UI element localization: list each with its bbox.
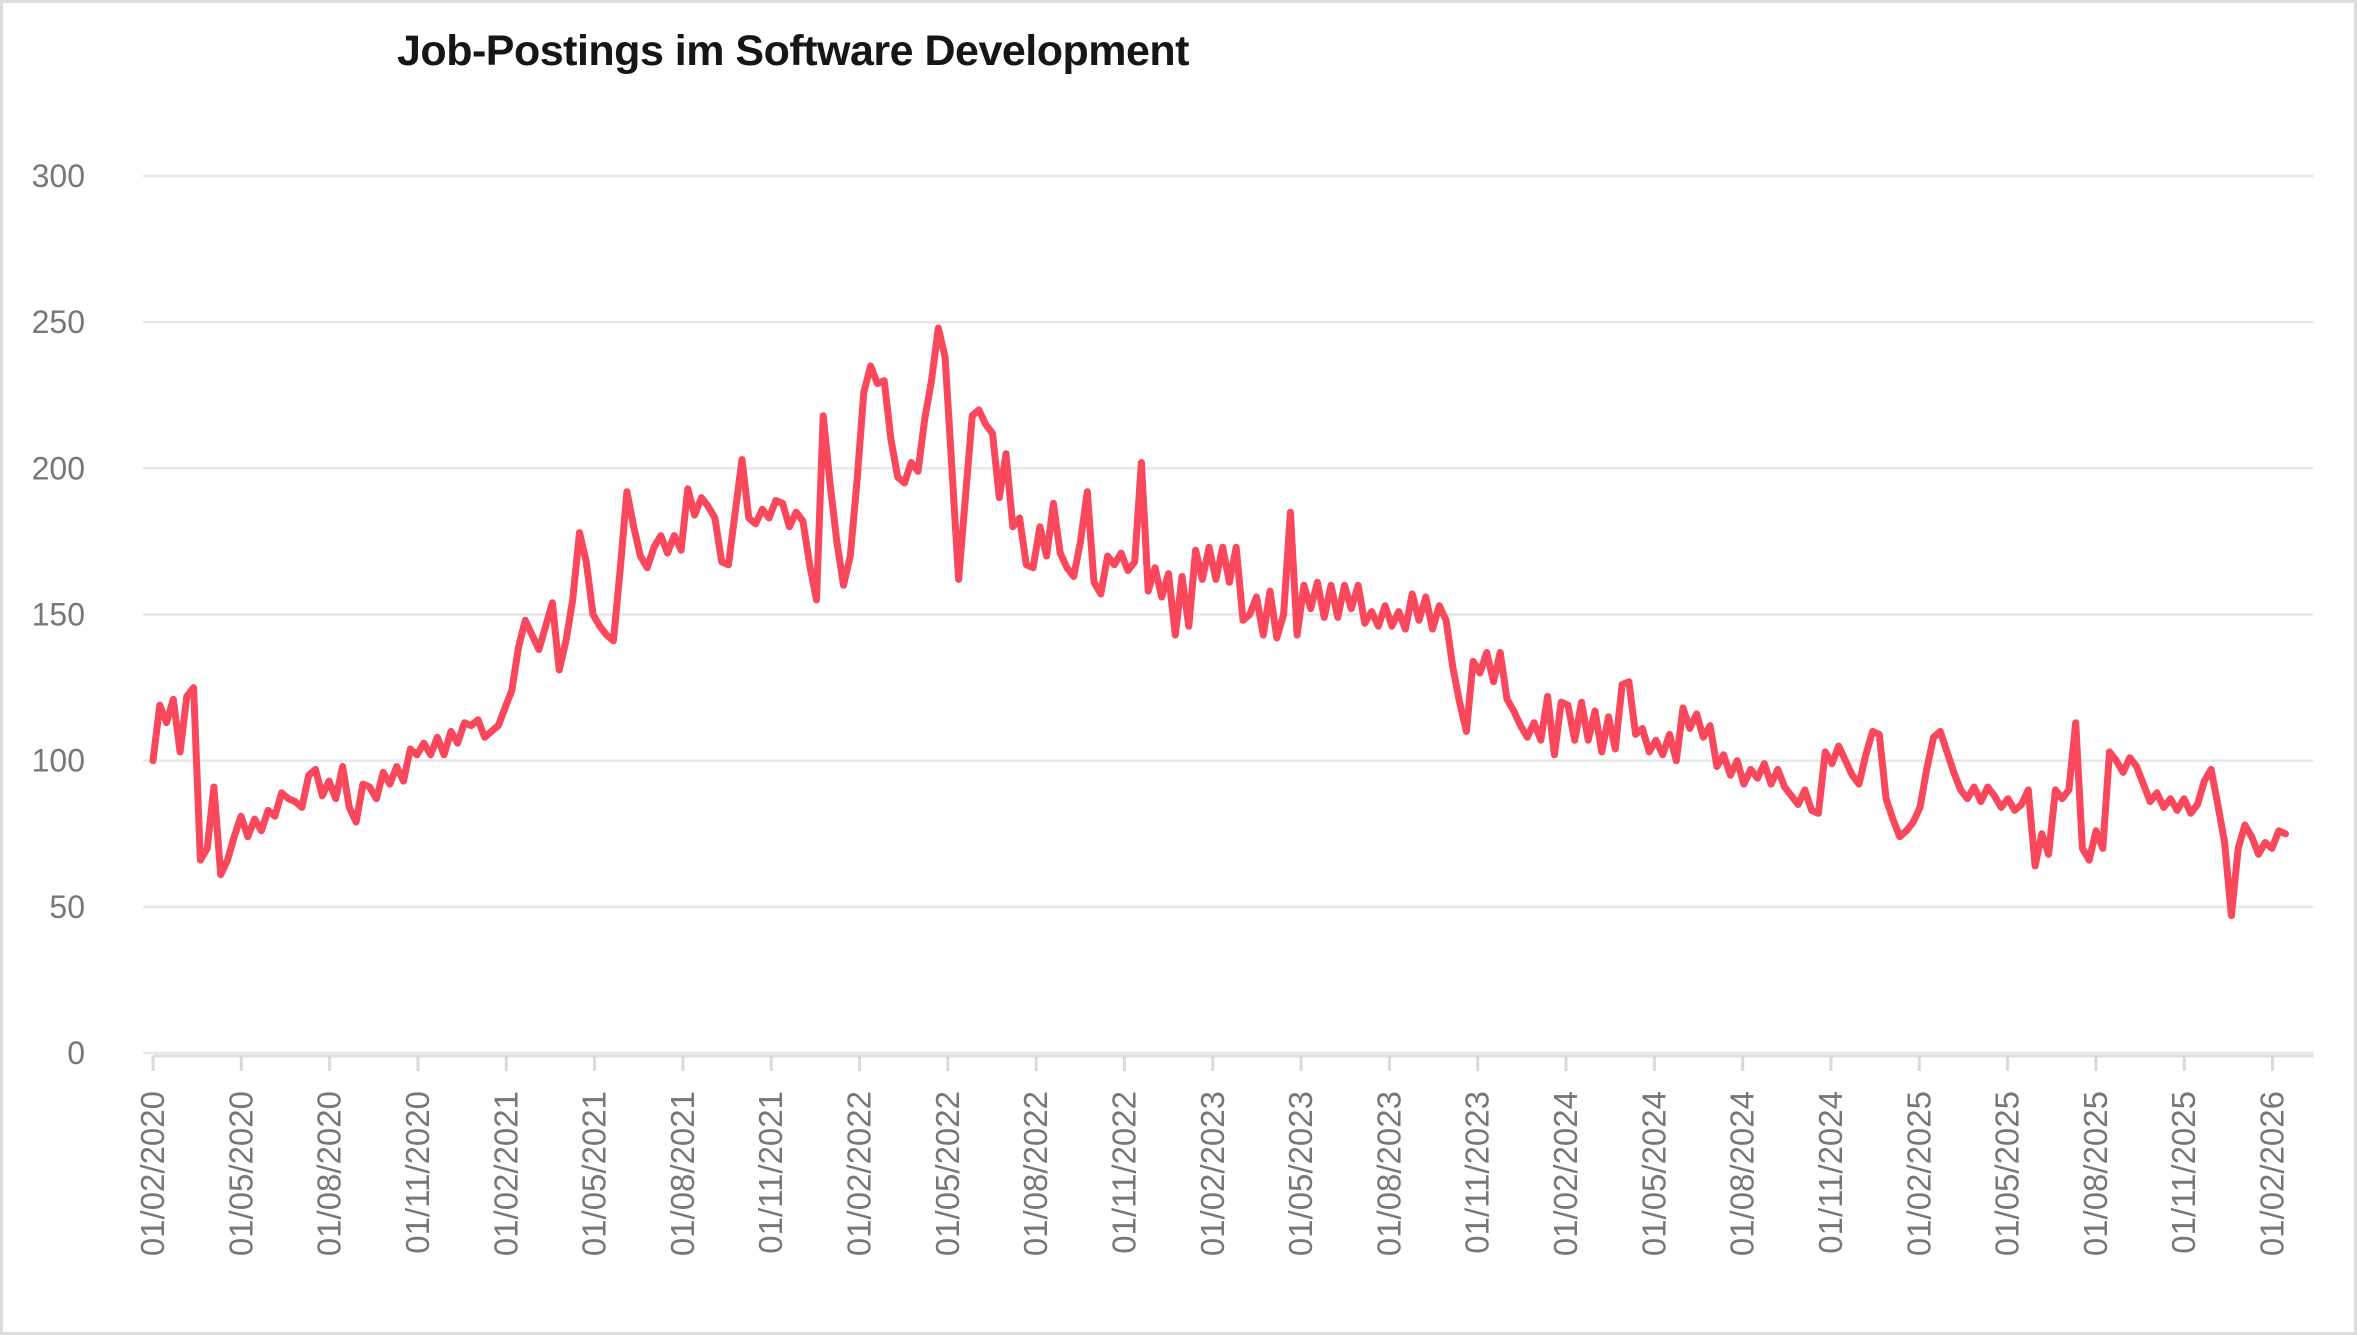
x-tick-label: 01/02/2022 bbox=[841, 1091, 878, 1256]
y-tick-label: 150 bbox=[32, 597, 85, 633]
y-tick-label: 0 bbox=[67, 1035, 85, 1071]
y-tick-label: 300 bbox=[32, 158, 85, 194]
y-tick-label: 250 bbox=[32, 304, 85, 340]
x-tick-label: 01/11/2025 bbox=[2165, 1091, 2202, 1254]
y-axis-labels: 0 50 100 150 200 250 300 bbox=[32, 158, 85, 1071]
y-tick-label: 100 bbox=[32, 743, 85, 779]
x-tick-label: 01/02/2020 bbox=[134, 1091, 171, 1256]
x-tick-label: 01/08/2025 bbox=[2077, 1091, 2114, 1256]
x-tick-label: 01/08/2023 bbox=[1370, 1091, 1407, 1256]
x-tick-label: 01/02/2024 bbox=[1547, 1091, 1584, 1256]
x-tick-label: 01/11/2023 bbox=[1459, 1091, 1496, 1254]
job-postings-line bbox=[149, 324, 2289, 920]
x-tick-label: 01/05/2025 bbox=[1989, 1091, 2026, 1256]
chart-title: Job-Postings im Software Development bbox=[397, 27, 1189, 75]
x-tick-label: 01/05/2020 bbox=[222, 1091, 259, 1256]
x-tick-label: 01/02/2025 bbox=[1900, 1091, 1937, 1256]
gridlines bbox=[143, 174, 2314, 1055]
x-tick-label: 01/05/2024 bbox=[1635, 1091, 1672, 1256]
x-tick-label: 01/08/2024 bbox=[1724, 1091, 1761, 1256]
x-tick-label: 01/02/2023 bbox=[1194, 1091, 1231, 1256]
x-tick-label: 01/11/2021 bbox=[752, 1091, 789, 1254]
x-axis bbox=[151, 1054, 2314, 1071]
x-tick-label: 01/08/2021 bbox=[664, 1091, 701, 1256]
x-tick-label: 01/02/2021 bbox=[487, 1091, 524, 1256]
y-tick-label: 50 bbox=[49, 889, 85, 925]
x-tick-label: 01/05/2023 bbox=[1282, 1091, 1319, 1256]
x-tick-label: 01/11/2020 bbox=[399, 1091, 436, 1254]
x-tick-label: 01/11/2022 bbox=[1105, 1091, 1142, 1254]
x-tick-label: 01/05/2022 bbox=[929, 1091, 966, 1256]
x-tick-label: 01/08/2022 bbox=[1017, 1091, 1054, 1256]
x-tick-label: 01/02/2026 bbox=[2254, 1091, 2291, 1256]
x-tick-label: 01/11/2024 bbox=[1812, 1091, 1849, 1254]
y-tick-label: 200 bbox=[32, 450, 85, 486]
x-axis-labels: 01/02/2020 01/05/2020 01/08/2020 01/11/2020… bbox=[134, 1091, 2291, 1256]
series-line bbox=[149, 324, 2289, 920]
x-tick-label: 01/08/2020 bbox=[311, 1091, 348, 1256]
x-tick-label: 01/05/2021 bbox=[576, 1091, 613, 1256]
